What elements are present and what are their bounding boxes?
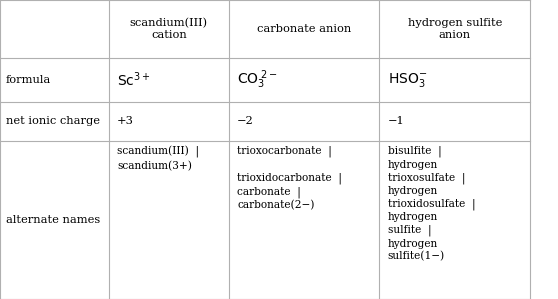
Text: −1: −1 (388, 116, 405, 126)
Text: $\mathregular{HSO}_{3}^{-}$: $\mathregular{HSO}_{3}^{-}$ (388, 71, 427, 89)
Text: scandium(III)  |
scandium(3+): scandium(III) | scandium(3+) (117, 146, 199, 171)
Text: $\mathregular{Sc}^{3+}$: $\mathregular{Sc}^{3+}$ (117, 71, 151, 89)
Text: carbonate anion: carbonate anion (257, 24, 351, 34)
Text: hydrogen sulfite
anion: hydrogen sulfite anion (407, 18, 502, 40)
Text: $\mathregular{CO}_{3}^{\ 2-}$: $\mathregular{CO}_{3}^{\ 2-}$ (237, 69, 278, 91)
Text: net ionic charge: net ionic charge (6, 116, 99, 126)
Text: −2: −2 (237, 116, 254, 126)
Text: formula: formula (6, 75, 51, 85)
Text: +3: +3 (117, 116, 134, 126)
Text: bisulfite  |
hydrogen
trioxosulfate  |
hydrogen
trioxidosulfate  |
hydrogen
sulf: bisulfite | hydrogen trioxosulfate | hyd… (388, 146, 475, 262)
Text: trioxocarbonate  |

trioxidocarbonate  |
carbonate  |
carbonate(2−): trioxocarbonate | trioxidocarbonate | ca… (237, 146, 342, 210)
Text: alternate names: alternate names (6, 215, 100, 225)
Text: scandium(III)
cation: scandium(III) cation (129, 18, 208, 40)
